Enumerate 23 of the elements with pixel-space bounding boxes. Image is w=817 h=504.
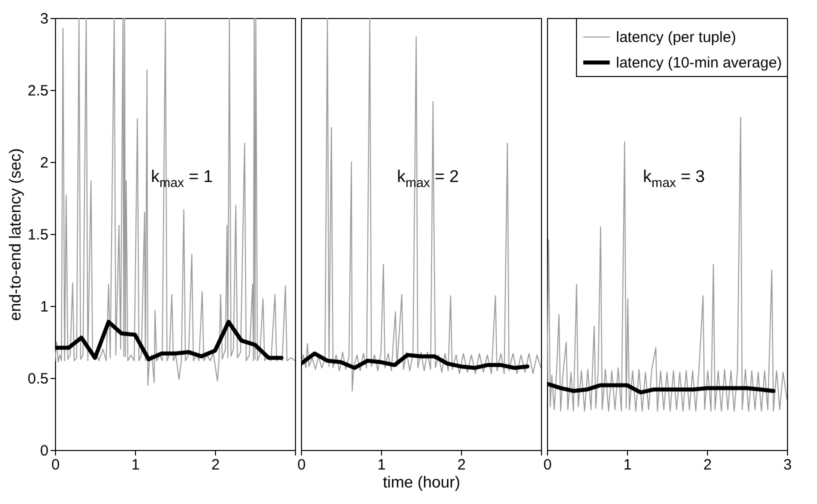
y-tick-label: 1 — [40, 298, 48, 316]
x-tick-label: 0 — [51, 456, 60, 474]
y-tick-label: 0 — [40, 442, 48, 460]
x-tick-label: 2 — [457, 456, 466, 474]
x-tick-label: 1 — [131, 456, 140, 474]
y-tick-label: 2 — [40, 154, 48, 172]
x-tick-label: 1 — [377, 456, 386, 474]
legend-label: latency (10-min average) — [616, 54, 782, 72]
line-series — [55, 18, 295, 386]
legend-label: latency (per tuple) — [616, 29, 736, 46]
y-tick-label: 3 — [40, 10, 48, 28]
x-tick-label: 2 — [703, 456, 712, 474]
x-tick-label: 0 — [297, 456, 306, 474]
y-tick-label: 0.5 — [28, 370, 48, 388]
x-tick-label: 0 — [543, 456, 552, 474]
y-axis-title: end-to-end latency (sec) — [8, 148, 25, 321]
x-axis-title: time (hour) — [382, 474, 460, 492]
y-tick-label: 2.5 — [28, 82, 48, 100]
x-tick-label: 1 — [623, 456, 632, 474]
x-tick-label: 2 — [211, 456, 220, 474]
y-tick-label: 1.5 — [28, 226, 48, 244]
x-tick-label: 3 — [783, 456, 792, 474]
line-series — [55, 320, 284, 362]
